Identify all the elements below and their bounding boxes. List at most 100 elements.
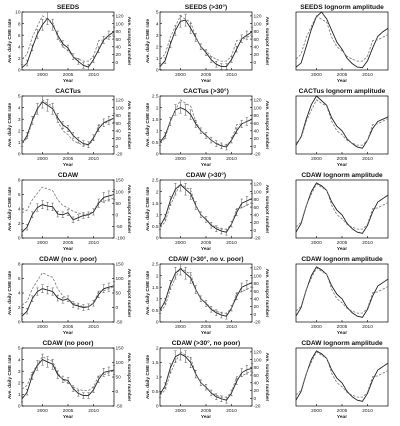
y-left-axis-label: Ave. daily CME rate xyxy=(7,102,13,147)
panel-8: CDAW (>30°)2000 2005 2010Year00.511.522.5A… xyxy=(145,171,270,252)
y-right-tick-label: 80 xyxy=(254,197,260,203)
x-axis-label: Year xyxy=(63,162,73,168)
y-right-tick-label: 80 xyxy=(254,113,260,119)
x-tick-label: 2000 xyxy=(37,324,48,330)
y-left-tick-label: 1 xyxy=(18,392,21,398)
cme-rate-series-line xyxy=(295,95,389,149)
y-left-tick-label: 0 xyxy=(18,68,21,74)
y-left-axis-label: Ave. daily CME rate xyxy=(145,18,151,63)
panel-3: SEEDS lognorm amplitude 2000 2005 2010 Year xyxy=(295,4,389,84)
y-left-tick-label: 10 xyxy=(15,10,21,16)
y-right-axis-label: Ave. sunspot number xyxy=(126,185,132,234)
x-axis-label: Year xyxy=(337,78,347,84)
panel-title: CDAW (>30°) xyxy=(186,171,226,179)
sunspot-series-line xyxy=(21,356,115,392)
y-right-tick-label: 100 xyxy=(116,276,124,282)
y-left-tick-label: 0 xyxy=(156,236,159,242)
y-right-axis-label: Ave. sunspot number xyxy=(264,17,270,66)
plot-frame xyxy=(159,11,253,71)
y-left-axis-label: Ave. daily CME rate xyxy=(7,186,13,231)
x-axis-label: Year xyxy=(201,414,211,420)
x-tick-label: 2000 xyxy=(37,408,48,414)
panel-13: CDAW (no poor) 2000 2005 2010 Year 0 1 2 3 4 5 Ave.… xyxy=(7,340,132,420)
panel-7: CDAW 2000 2005 2010 Year 0 2 4 6 8 Ave. daily CME … xyxy=(7,172,132,252)
y-right-tick-label: 100 xyxy=(254,357,262,363)
plot-frame xyxy=(21,11,115,71)
y-right-axis-label: Ave. sunspot number xyxy=(126,353,132,402)
panel-title: CACTus lognorm amplitude xyxy=(299,88,386,95)
y-right-tick-label: 40 xyxy=(254,297,260,303)
y-left-tick-label: 2 xyxy=(156,189,159,195)
x-tick-label: 2005 xyxy=(201,72,212,78)
y-right-tick-label: -20 xyxy=(254,320,261,326)
sunspot-series-line xyxy=(21,15,115,62)
y-right-tick-label: 80 xyxy=(116,29,122,35)
x-axis-label: Year xyxy=(63,246,73,252)
x-tick-label: 2010 xyxy=(88,324,99,330)
x-tick-label: 2010 xyxy=(362,72,373,78)
x-axis-label: Year xyxy=(337,330,347,336)
sunspot-series-line xyxy=(295,15,389,62)
y-left-tick-label: 3 xyxy=(18,369,21,375)
x-tick-label: 2000 xyxy=(175,72,186,78)
y-left-tick-label: 5 xyxy=(18,94,21,100)
y-right-tick-label: 80 xyxy=(116,113,122,119)
x-tick-label: 2005 xyxy=(337,156,348,162)
y-right-tick-label: 80 xyxy=(254,365,260,371)
cme-rate-series-line xyxy=(21,17,115,69)
y-left-tick-label: 2 xyxy=(18,56,21,62)
cme-rate-series-line xyxy=(295,182,389,234)
y-left-tick-label: 8 xyxy=(18,178,21,184)
cme-rate-series-line xyxy=(159,184,253,233)
panel-14: CDAW (>30°, no poor)2000 2005 2010Year00.5… xyxy=(145,339,270,420)
y-right-tick-label: 0 xyxy=(116,60,119,66)
panel-title: SEEDS (>30°) xyxy=(185,3,227,11)
y-right-tick-label: 60 xyxy=(254,289,260,295)
panel-title: CDAW lognorm amplitude xyxy=(301,172,383,179)
y-left-tick-label: 0 xyxy=(18,404,21,410)
x-tick-label: 2010 xyxy=(362,240,373,246)
x-tick-label: 2000 xyxy=(311,324,322,330)
y-right-tick-label: 0 xyxy=(254,144,257,150)
y-right-tick-label: 50 xyxy=(116,201,122,207)
y-right-tick-label: 100 xyxy=(116,105,124,111)
sunspot-series-line xyxy=(159,15,253,62)
y-left-tick-label: 1.5 xyxy=(152,285,159,291)
sunspot-series-line xyxy=(159,183,253,230)
y-right-tick-label: 0 xyxy=(116,389,119,395)
y-right-tick-label: 20 xyxy=(254,304,260,310)
y-right-axis-label: Ave. sunspot number xyxy=(264,269,270,318)
x-tick-label: 2005 xyxy=(63,240,74,246)
y-left-tick-label: 3 xyxy=(156,33,159,39)
y-right-tick-label: 60 xyxy=(254,121,260,127)
panel-title: SEEDS xyxy=(57,4,80,11)
y-left-tick-label: 2.5 xyxy=(152,178,159,184)
x-tick-label: 2005 xyxy=(337,240,348,246)
x-tick-label: 2010 xyxy=(226,408,237,414)
y-left-axis-label: Ave. daily CME rate xyxy=(145,354,151,399)
y-left-tick-label: 1 xyxy=(156,213,159,219)
x-axis-label: Year xyxy=(201,78,211,84)
x-tick-label: 2000 xyxy=(37,240,48,246)
y-left-tick-label: 5 xyxy=(156,10,159,16)
x-tick-label: 2005 xyxy=(63,324,74,330)
y-right-tick-label: 80 xyxy=(254,281,260,287)
y-left-tick-label: 4 xyxy=(18,207,21,213)
y-right-tick-label: 20 xyxy=(116,52,122,58)
y-right-tick-label: 80 xyxy=(254,29,260,35)
cme-rate-series-line xyxy=(159,353,253,401)
x-tick-label: 2010 xyxy=(226,324,237,330)
y-right-tick-label: 100 xyxy=(116,189,124,195)
y-right-tick-label: 120 xyxy=(254,98,262,104)
x-tick-label: 2005 xyxy=(201,240,212,246)
y-left-tick-label: 0 xyxy=(156,68,159,74)
panel-4: CACTus 2000 2005 2010 Year 0 1 2 3 4 5 Ave. daily C… xyxy=(7,88,132,168)
y-right-tick-label: 150 xyxy=(116,178,124,184)
x-tick-label: 2000 xyxy=(311,408,322,414)
x-tick-label: 2010 xyxy=(88,72,99,78)
y-left-tick-label: 1 xyxy=(156,297,159,303)
x-tick-label: 2005 xyxy=(63,72,74,78)
cme-rate-series-line xyxy=(159,268,253,317)
x-axis-label: Year xyxy=(201,330,211,336)
